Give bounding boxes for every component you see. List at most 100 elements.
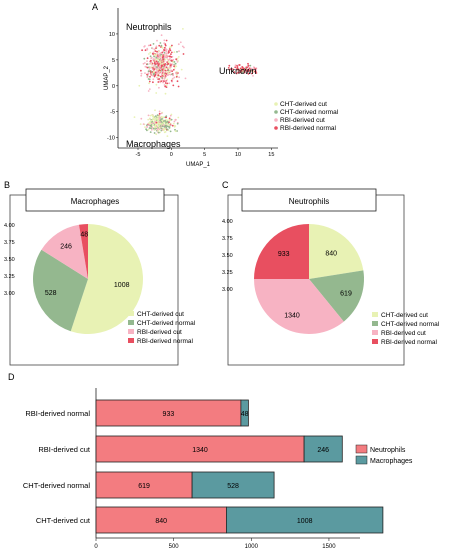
umap-point <box>150 63 153 65</box>
umap-point <box>149 117 151 120</box>
macrophages-pie: 1008 528 246 48 <box>32 224 143 334</box>
macrophages-pie-title: Macrophages <box>71 197 119 206</box>
stacked-bar-chart: 933 48 1340 246 619 528 840 1008 0 500 1000 1500 R… <box>23 388 384 550</box>
umap-point <box>168 124 170 127</box>
umap-point <box>140 72 143 75</box>
umap-point <box>170 118 173 121</box>
umap-point <box>159 68 162 71</box>
umap-point <box>155 56 158 59</box>
bar-category-label: RBI-derived cut <box>38 445 91 454</box>
neutrophils-pie-legend: CHT-derived cut CHT-derived normal RBI-d… <box>372 312 440 346</box>
pie-slice-label: 528 <box>45 290 57 297</box>
umap-point <box>160 127 163 130</box>
umap-point <box>152 43 155 45</box>
cluster-label-neutrophils: Neutrophils <box>126 22 172 32</box>
umap-point <box>150 125 153 128</box>
umap-point <box>255 72 258 74</box>
umap-point <box>158 53 161 56</box>
umap-point <box>157 131 160 134</box>
pie-slice <box>70 224 143 334</box>
umap-point <box>169 57 172 59</box>
umap-point <box>150 73 153 75</box>
umap-point <box>253 66 255 69</box>
umap-point <box>174 118 177 121</box>
umap-point <box>233 71 236 74</box>
umap-point <box>159 122 162 125</box>
umap-point <box>167 59 170 61</box>
umap-point <box>173 51 176 53</box>
umap-point <box>176 57 179 60</box>
pie-slice-label: 1340 <box>284 312 300 319</box>
umap-point <box>166 128 169 131</box>
bar-category-label: CHT-derived normal <box>23 481 90 490</box>
umap-point <box>163 49 166 52</box>
umap-point <box>238 64 241 66</box>
umap-point <box>153 48 156 51</box>
umap-point <box>151 52 154 55</box>
umap-point <box>158 110 161 113</box>
umap-point <box>155 60 158 63</box>
umap-point <box>235 72 238 75</box>
umap-point <box>247 65 250 67</box>
bar-value-label: 1008 <box>297 518 313 525</box>
umap-point <box>149 62 151 65</box>
umap-point <box>162 70 165 73</box>
umap-point <box>169 49 172 52</box>
umap-point <box>152 78 155 81</box>
umap-point <box>176 51 178 53</box>
umap-point <box>159 42 162 44</box>
umap-x-tick-label: 5 <box>203 152 206 158</box>
umap-point <box>165 126 168 129</box>
umap-point <box>166 82 169 85</box>
umap-point <box>140 74 143 77</box>
umap-point <box>168 126 171 129</box>
umap-point <box>174 62 177 65</box>
umap-point <box>142 123 145 125</box>
umap-point <box>182 28 184 30</box>
umap-point <box>154 50 157 52</box>
umap-point <box>144 62 146 64</box>
umap-point <box>157 116 159 118</box>
umap-point <box>150 119 153 122</box>
umap-point <box>161 79 164 82</box>
pie-slice <box>254 224 309 279</box>
umap-point <box>146 57 149 60</box>
umap-scatter-plot: -5 0 5 10 15 -10 -5 0 5 10 UMAP_1 UMAP_2 Neutrop… <box>104 8 339 168</box>
umap-point <box>163 67 166 69</box>
umap-point <box>144 45 146 47</box>
umap-point <box>157 63 160 65</box>
pie-c-tick-0: 4.00 <box>222 219 233 225</box>
umap-point <box>165 121 168 124</box>
umap-point <box>160 64 163 67</box>
bar-segment <box>95 506 227 534</box>
umap-point <box>141 49 144 52</box>
umap-point <box>165 84 168 87</box>
umap-point <box>252 75 254 77</box>
bar-segment <box>191 471 275 499</box>
umap-point <box>249 69 252 72</box>
umap-point <box>181 45 184 48</box>
cluster-label-macrophages: Macrophages <box>126 139 181 149</box>
umap-point <box>161 123 164 125</box>
umap-point <box>158 128 161 131</box>
umap-point <box>153 55 156 58</box>
bar-legend-swatch-neutrophils <box>355 444 368 454</box>
umap-point <box>165 66 168 69</box>
umap-point <box>165 50 168 53</box>
umap-point <box>153 118 156 121</box>
bar-segment <box>303 435 343 463</box>
umap-point <box>168 46 171 49</box>
bar-legend: Neutrophils Macrophages <box>355 444 413 465</box>
umap-point <box>149 51 152 54</box>
umap-point <box>247 70 249 73</box>
bar-category-label: CHT-derived cut <box>36 516 91 525</box>
pie-slice-label: 933 <box>278 251 290 258</box>
umap-point <box>183 46 185 49</box>
umap-point <box>157 50 160 53</box>
umap-point <box>148 53 150 55</box>
umap-point <box>163 39 166 42</box>
bar-legend-label-neutrophils: Neutrophils <box>370 447 406 454</box>
umap-point <box>157 64 160 67</box>
umap-point <box>166 135 169 138</box>
umap-point <box>234 64 237 67</box>
